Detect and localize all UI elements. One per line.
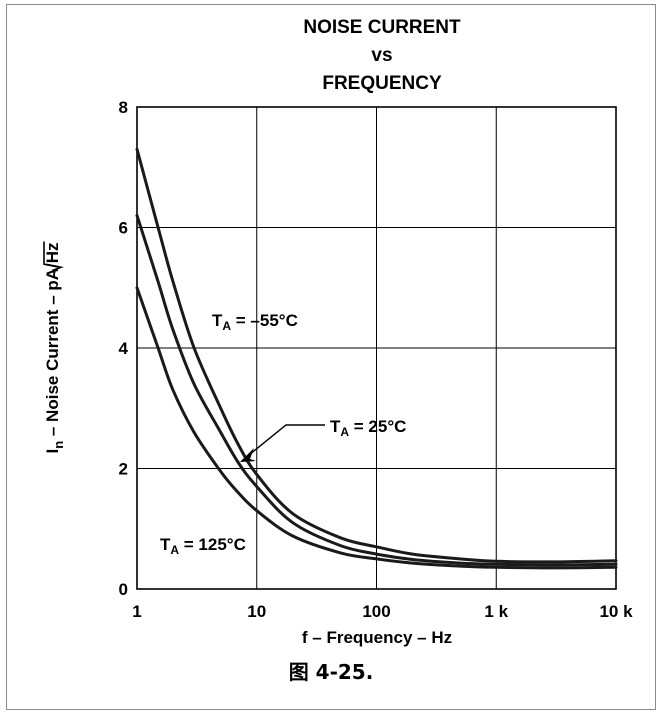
annotation-25: TA = 25°C — [330, 417, 406, 439]
tick-labels: 1 10 100 1 k 10 k 0 2 4 6 8 — [119, 98, 634, 621]
y-label-mid: – Noise Current – pA/ — [43, 263, 62, 441]
chart-title-line-3: FREQUENCY — [322, 73, 442, 94]
annotation-125: TA = 125°C — [160, 535, 246, 557]
series-lines — [135, 147, 618, 570]
sqrt-sign — [43, 241, 65, 274]
y-label-subscript: n — [51, 441, 66, 449]
x-tick-label: 1 — [132, 602, 141, 621]
x-tick-label: 10 k — [599, 602, 633, 621]
y-tick-label: 6 — [119, 219, 128, 238]
figure-caption: 图 4-25. — [288, 660, 374, 684]
annotation-arrowhead — [240, 448, 256, 462]
chart-title-line-1: NOISE CURRENT — [303, 17, 461, 38]
series-line-1 — [135, 213, 618, 567]
x-tick-label: 100 — [362, 602, 390, 621]
sqrt-glyph — [43, 241, 65, 274]
y-tick-label: 0 — [119, 580, 128, 599]
x-tick-label: 10 — [247, 602, 266, 621]
y-tick-label: 8 — [119, 98, 128, 117]
series-line-0 — [135, 147, 618, 564]
y-axis-label: In – Noise Current – pA/Hz — [43, 242, 66, 453]
annotation-minus55: TA = –55°C — [212, 311, 298, 333]
series-line-2 — [135, 286, 618, 570]
y-label-prefix: I — [43, 449, 62, 454]
x-tick-label: 1 k — [484, 602, 508, 621]
y-tick-label: 4 — [119, 339, 129, 358]
plot-frame — [136, 106, 617, 590]
figure-frame — [6, 4, 656, 710]
chart-title-line-2: vs — [371, 45, 392, 66]
chart-grid — [137, 107, 616, 589]
x-axis-label: f – Frequency – Hz — [302, 628, 452, 647]
y-label-radicand: Hz — [43, 242, 62, 263]
annotation-leader-line — [248, 424, 325, 456]
y-tick-label: 2 — [119, 460, 128, 479]
svg-text:In – Noise Current – pA/Hz: In – Noise Current – pA/Hz — [43, 242, 66, 453]
